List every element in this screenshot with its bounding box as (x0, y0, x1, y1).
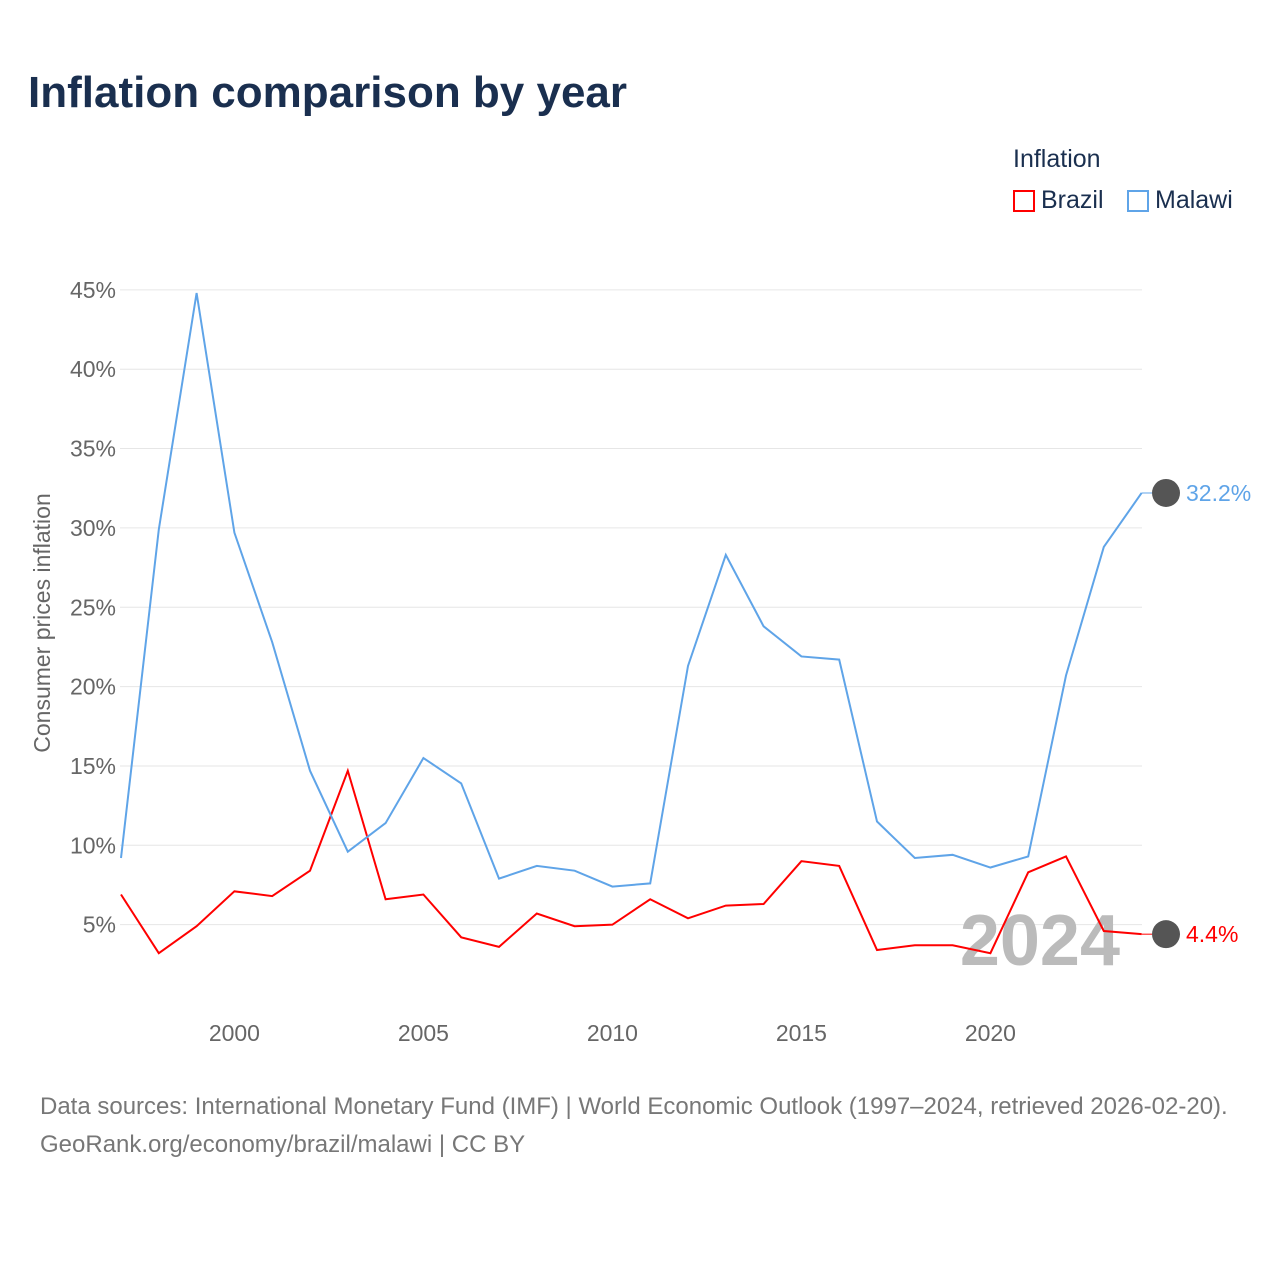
y-tick-label: 35% (70, 436, 116, 462)
x-tick-label: 2010 (587, 1020, 638, 1046)
y-tick-label: 30% (70, 515, 116, 541)
y-tick-label: 10% (70, 832, 116, 858)
chart-title: Inflation comparison by year (28, 68, 628, 117)
legend-swatch-malawi (1127, 189, 1149, 212)
x-tick-label: 2005 (398, 1020, 449, 1046)
flag-marker-malawi (1152, 478, 1180, 507)
flag-marker-brazil (1152, 920, 1180, 949)
x-tick-label: 2015 (776, 1020, 827, 1046)
y-axis-label: Consumer prices inflation (29, 493, 55, 753)
year-watermark: 2024 (960, 901, 1120, 981)
source-link[interactable]: GeoRank.org/economy/brazil/malawi | CC B… (40, 1131, 526, 1158)
legend-label-brazil: Brazil (1041, 186, 1104, 214)
x-tick-label: 2020 (965, 1020, 1016, 1046)
legend-label-malawi: Malawi (1155, 186, 1233, 214)
y-tick-label: 20% (70, 674, 116, 700)
y-tick-label: 45% (70, 277, 116, 303)
footer: Data sources: International Monetary Fun… (40, 1088, 1250, 1164)
y-tick-label: 25% (70, 594, 116, 620)
end-label-brazil: 4.4% (1186, 921, 1238, 947)
end-label-malawi: 32.2% (1186, 480, 1251, 506)
series-line-malawi (120, 292, 1143, 888)
y-tick-label: 40% (70, 356, 116, 382)
x-tick-label: 2000 (209, 1020, 260, 1046)
legend-item-malawi[interactable]: Malawi (1127, 186, 1233, 215)
line-chart: 5% 10% 15% 20% 25% 30% 35% 40% 45% 2000 2005 2010 20… (29, 277, 1251, 1046)
y-tick-label: 5% (83, 912, 116, 938)
legend-title: Inflation (1013, 145, 1101, 173)
legend-item-brazil[interactable]: Brazil (1013, 186, 1104, 215)
data-sources: Data sources: International Monetary Fun… (40, 1093, 1228, 1120)
y-tick-label: 15% (70, 753, 116, 779)
legend-swatch-brazil (1013, 189, 1035, 212)
series-line-brazil (120, 767, 1142, 955)
